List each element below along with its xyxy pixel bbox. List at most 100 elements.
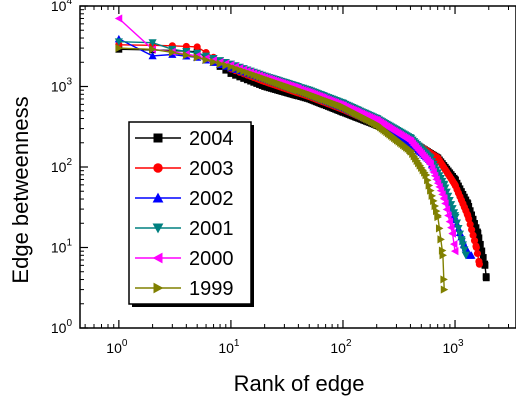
series-point <box>437 235 445 244</box>
series-point <box>448 229 456 238</box>
legend-item-2004: 2004 <box>135 128 234 150</box>
series-point <box>468 226 476 234</box>
legend-marker <box>152 223 164 234</box>
y-tick-label: 101 <box>51 238 73 256</box>
series-point <box>444 211 452 220</box>
series-point <box>210 57 218 67</box>
series-point <box>449 240 458 249</box>
series-point <box>469 215 477 223</box>
series-point <box>470 237 479 245</box>
series-point <box>440 285 449 294</box>
x-axis-title: Rank of edge <box>234 371 365 396</box>
series-point <box>193 49 202 58</box>
legend-label: 1999 <box>189 278 234 300</box>
series-point <box>472 243 480 252</box>
legend-item-1999: 1999 <box>135 278 234 300</box>
series-point <box>450 247 459 256</box>
x-tick-label: 100 <box>106 338 128 356</box>
y-tick-label: 102 <box>51 157 73 175</box>
series-point <box>468 211 476 219</box>
legend-box <box>128 121 252 305</box>
series-point <box>115 44 123 53</box>
legend-label: 2002 <box>189 188 234 210</box>
series-point <box>227 62 235 72</box>
series-point <box>471 220 478 227</box>
series-point <box>460 246 469 254</box>
series-point <box>479 254 487 261</box>
series-point <box>236 73 244 81</box>
series-point <box>222 66 230 74</box>
legend: 2004 2003 2002 2001 2000 1999 <box>128 121 254 307</box>
series-point <box>240 75 248 82</box>
series-point <box>458 241 467 249</box>
series-point <box>451 213 460 222</box>
legend-label: 2004 <box>189 128 234 150</box>
series-point <box>182 48 191 56</box>
series-point <box>435 224 444 233</box>
series-point <box>168 48 177 57</box>
series-point <box>481 261 489 269</box>
series-1999 <box>115 44 449 294</box>
series-point <box>216 59 225 68</box>
series-point <box>482 274 490 282</box>
legend-label: 2003 <box>189 158 234 180</box>
legend-label: 2000 <box>189 248 234 270</box>
series-point <box>149 45 157 54</box>
y-axis-title: Edge betweenness <box>8 96 33 283</box>
x-tick-label: 103 <box>442 338 464 356</box>
legend-item-2000: 2000 <box>135 248 234 270</box>
x-tick-label: 101 <box>218 338 240 356</box>
legend-item-2002: 2002 <box>135 188 234 210</box>
legend-marker <box>152 192 164 203</box>
legend-marker <box>153 282 164 294</box>
series-point <box>478 247 486 255</box>
series-point <box>202 55 211 64</box>
series-point <box>475 260 483 268</box>
series-point <box>473 249 482 258</box>
series-point <box>455 230 465 239</box>
y-tick-label: 104 <box>51 0 73 14</box>
series-point <box>442 188 451 197</box>
series-point <box>434 212 442 222</box>
legend-item-2003: 2003 <box>135 158 234 180</box>
series-point <box>227 70 235 77</box>
series-point <box>447 201 456 209</box>
series-point <box>232 71 239 79</box>
legend-marker <box>152 252 163 264</box>
series-point <box>465 215 473 223</box>
legend-item-2001: 2001 <box>135 218 234 240</box>
series-point <box>148 51 157 60</box>
series-point <box>445 217 454 226</box>
plot-content <box>114 14 490 294</box>
series-point <box>454 225 463 233</box>
series-point <box>236 65 244 75</box>
series-point <box>474 229 482 237</box>
series-point <box>193 53 202 62</box>
series-point <box>442 205 451 214</box>
series-point <box>232 64 240 73</box>
series-point <box>448 205 457 213</box>
series-point <box>452 219 462 227</box>
legend-marker <box>153 133 163 143</box>
series-point <box>148 39 157 47</box>
series-point <box>445 197 454 205</box>
legend-marker <box>153 163 163 173</box>
y-tick-label: 103 <box>51 77 73 95</box>
series-point <box>182 51 191 60</box>
series-point <box>469 231 477 239</box>
series-point <box>440 275 448 284</box>
axis-ticks: 100 101 102 103 100 101 102 103 104 <box>51 0 509 356</box>
series-point <box>476 240 484 248</box>
series-point <box>114 38 123 46</box>
series-point <box>466 220 474 228</box>
series-point <box>439 251 448 260</box>
series-point <box>114 14 123 23</box>
x-tick-label: 102 <box>330 338 352 356</box>
series-point <box>447 223 455 232</box>
series-point <box>475 234 483 242</box>
series-point <box>441 184 450 192</box>
legend-label: 2001 <box>189 218 234 240</box>
series-point <box>193 43 201 51</box>
